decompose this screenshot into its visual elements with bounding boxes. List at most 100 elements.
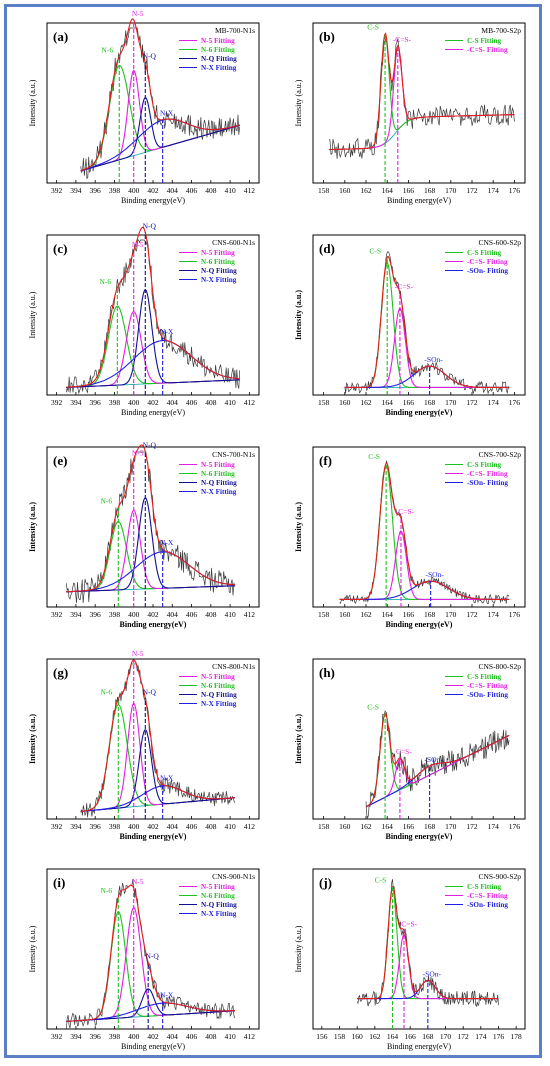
fit-envelope [80, 18, 240, 172]
x-tick-label: 404 [167, 822, 179, 831]
x-tick-label: 402 [147, 610, 159, 619]
x-tick-label: 158 [318, 822, 330, 831]
legend-entry: N-Q Fitting [201, 691, 237, 699]
chart-panel-b: 158 160 162 164 166 168 170 172 174 176 Binding en… [294, 22, 526, 205]
x-tick-label: 170 [445, 186, 457, 195]
peak-label: -C=S- [395, 282, 414, 291]
x-tick-label: 176 [509, 610, 521, 619]
x-axis-label: Binding energy(eV) [386, 832, 453, 841]
x-tick-label: 394 [70, 1032, 82, 1041]
legend-entry: N-5 Fitting [201, 37, 235, 45]
x-tick-label: 162 [360, 822, 372, 831]
plot-frame [312, 658, 526, 820]
x-tick-label: 156 [316, 1032, 328, 1041]
x-tick-label: 402 [147, 398, 159, 407]
x-tick-label: 394 [70, 610, 82, 619]
peak-label: N-X [160, 773, 174, 782]
x-tick-label: 412 [244, 186, 256, 195]
y-axis-label: Intensity (a.u.) [294, 502, 303, 552]
x-tick-label: 158 [318, 186, 330, 195]
x-tick-label: 406 [186, 186, 198, 195]
legend-entry: -SOn- Fitting [467, 479, 508, 487]
y-axis-label: Intensity (a.u.) [294, 714, 303, 764]
fit-peak-NX [66, 340, 240, 388]
x-tick-label: 176 [493, 1032, 505, 1041]
peak-label: -SOn- [423, 969, 442, 978]
fit-peak-N5 [66, 310, 240, 388]
x-tick-label: 408 [205, 610, 217, 619]
x-tick-label: 168 [424, 398, 436, 407]
y-axis-label: Intensity (a.u.) [294, 79, 303, 126]
fit-peak-N6 [80, 64, 240, 172]
x-tick-label: 392 [51, 398, 63, 407]
peak-label: N-Q [143, 221, 157, 230]
background-line [328, 114, 515, 151]
x-tick-label: 170 [445, 610, 457, 619]
x-axis-label: Binding energy(eV) [121, 408, 185, 417]
x-tick-label: 396 [90, 186, 102, 195]
panel-label: (j) [319, 875, 332, 890]
legend-entry: N-Q Fitting [201, 267, 237, 275]
x-tick-label: 176 [509, 186, 521, 195]
x-axis-label: Binding energy(eV) [121, 1042, 185, 1051]
fit-peak-SOn [339, 580, 510, 600]
xps-figure: 392 394 396 398 400 402 404 406 408 410 412 Binding… [28, 9, 526, 1051]
fit-envelope [66, 226, 240, 388]
chart-panel-e: 392 394 396 398 400 402 404 406 408 410 412 Binding… [28, 440, 260, 629]
sample-label: CNS-600-N1s [212, 238, 255, 247]
x-tick-label: 404 [167, 1032, 179, 1041]
peak-label: N-X [160, 538, 174, 547]
legend-entry: C-S Fitting [467, 37, 502, 45]
x-tick-label: 400 [128, 822, 140, 831]
x-tick-label: 412 [244, 822, 256, 831]
x-tick-label: 392 [51, 186, 63, 195]
chart-panel-i: 392 394 396 398 400 402 404 406 408 410 412 Binding… [28, 868, 260, 1051]
peak-label: N-X [160, 109, 174, 118]
peak-label: N-Q [143, 51, 157, 60]
legend-entry: N-Q Fitting [201, 479, 237, 487]
x-tick-label: 394 [70, 822, 82, 831]
chart-panel-j: 156 158 160 162 164 166 168 170 172 174 176 178 Bind… [294, 868, 526, 1051]
x-tick-label: 396 [90, 610, 102, 619]
x-tick-label: 176 [509, 822, 521, 831]
peak-label: -C=S- [399, 919, 418, 928]
panel-label: (a) [53, 29, 68, 44]
peak-label: N-X [160, 990, 174, 999]
x-tick-label: 396 [90, 398, 102, 407]
peak-label: N-5 [132, 877, 144, 886]
x-tick-label: 392 [51, 822, 63, 831]
x-tick-label: 162 [369, 1032, 381, 1041]
x-tick-label: 160 [339, 398, 351, 407]
x-axis-label: Binding energy(eV) [120, 832, 187, 841]
peak-label: N-Q [143, 440, 157, 449]
x-tick-label: 410 [224, 822, 236, 831]
x-tick-label: 160 [339, 822, 351, 831]
sample-label: CNS-700-N1s [212, 450, 255, 459]
panel-label: (f) [319, 453, 332, 468]
peak-label: N-5 [132, 649, 144, 658]
plot-frame [312, 22, 526, 184]
x-tick-label: 160 [339, 610, 351, 619]
fit-envelope [365, 712, 510, 808]
fit-envelope [344, 255, 510, 388]
plot-frame [312, 868, 526, 1030]
fit-peak-CeqS [328, 44, 515, 151]
chart-panel-g: 392 394 396 398 400 402 404 406 408 410 412 Binding… [28, 649, 260, 841]
peak-label: C=S- [396, 747, 412, 756]
sample-label: CNS-900-N1s [212, 872, 255, 881]
x-tick-label: 410 [224, 398, 236, 407]
x-tick-label: 410 [224, 1032, 236, 1041]
panel-label: (i) [53, 875, 65, 890]
legend-entry: N-X Fitting [201, 64, 237, 72]
x-tick-label: 392 [51, 1032, 63, 1041]
x-tick-label: 158 [318, 398, 330, 407]
x-tick-label: 166 [405, 1032, 417, 1041]
x-tick-label: 162 [360, 610, 372, 619]
peak-label: C-S [375, 876, 387, 885]
fit-envelope [328, 32, 515, 151]
x-tick-label: 174 [488, 186, 500, 195]
legend-entry: C-S Fitting [467, 461, 502, 469]
x-tick-label: 398 [109, 610, 121, 619]
legend-entry: C-S Fitting [467, 883, 502, 891]
legend-entry: -C=S- Fitting [467, 46, 508, 54]
